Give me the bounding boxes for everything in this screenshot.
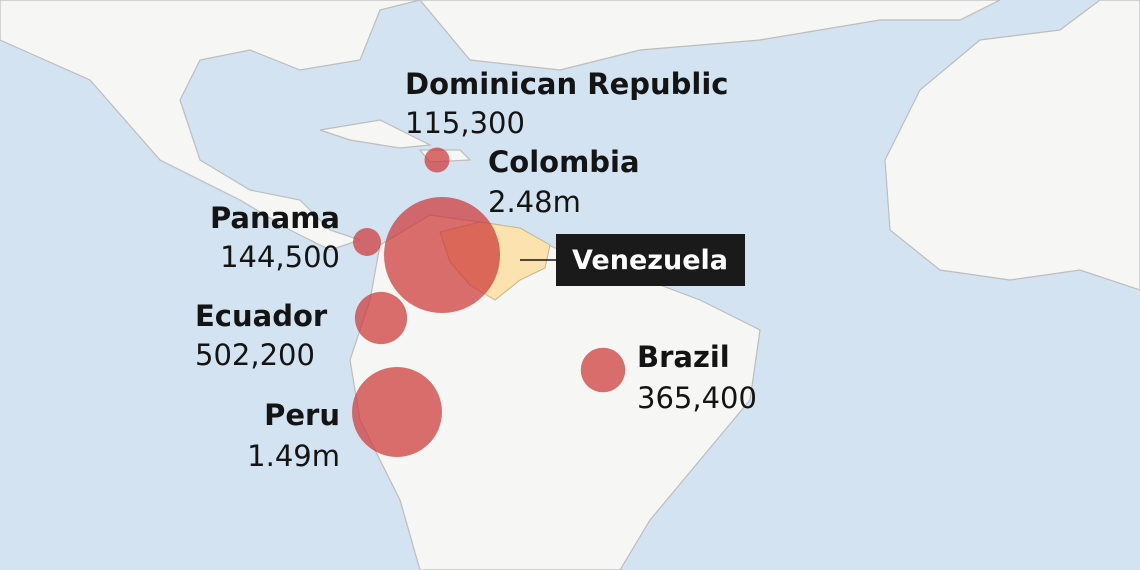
place-value: 1.49m: [247, 439, 340, 473]
place-value: 502,200: [195, 338, 315, 372]
land-north-america: [0, 0, 1001, 251]
place-name: Brazil: [637, 340, 730, 374]
place-name: Dominican Republic: [405, 67, 728, 101]
bubble: [352, 367, 442, 457]
place-name: Ecuador: [195, 299, 328, 333]
place-value: 365,400: [637, 381, 757, 415]
place-value: 144,500: [220, 240, 340, 274]
place-name: Panama: [210, 201, 340, 235]
bubble: [354, 291, 408, 345]
place-value: 545,200: [280, 0, 400, 2]
place-value: 2.48m: [488, 185, 581, 219]
bubble: [580, 347, 626, 393]
highlight-box: [556, 234, 745, 286]
place-name: Colombia: [488, 145, 640, 179]
land-cuba: [319, 119, 433, 149]
bubble: [352, 227, 382, 257]
place-name: Peru: [264, 398, 340, 432]
bubble: [384, 197, 500, 313]
land-africa: [884, 0, 1140, 291]
place-value: 115,300: [405, 106, 525, 140]
highlight-label: Venezuela: [572, 245, 728, 276]
bubble: [424, 147, 450, 173]
